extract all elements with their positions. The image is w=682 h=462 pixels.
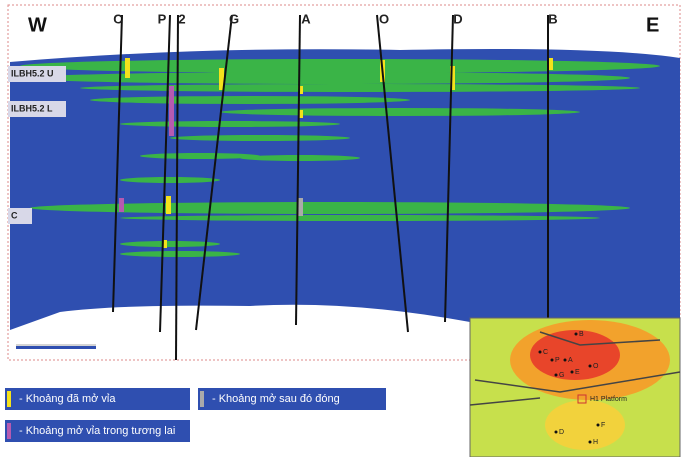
section-body [10, 49, 680, 342]
map-well-label: G [559, 372, 564, 379]
legend-swatch [7, 391, 11, 407]
well-label: A [301, 11, 311, 26]
map-well [575, 333, 578, 336]
legend-swatch [7, 423, 11, 439]
map-well [589, 365, 592, 368]
west-label: W [28, 14, 47, 36]
well-label: G [229, 11, 239, 26]
map-well [551, 359, 554, 362]
map-well [589, 441, 592, 444]
legend-swatch [200, 391, 204, 407]
map-well-label: C [543, 349, 548, 356]
east-label: E [646, 14, 659, 36]
inset-map: H1 Platform [470, 318, 680, 457]
well-label: 2 [178, 11, 185, 26]
well-label: O [379, 11, 389, 26]
map-well [539, 351, 542, 354]
map-well-label: H [593, 439, 598, 446]
layer-label: ILBH5.2 L [11, 103, 53, 113]
legend-label: - Khoảng đã mở vỉa [19, 393, 116, 405]
map-well [571, 371, 574, 374]
well-label: P [158, 11, 167, 26]
legend-label: - Khoảng mở vỉa trong tương lai [19, 425, 175, 437]
map-well [555, 431, 558, 434]
map-well-label: A [568, 357, 573, 364]
layer-label: C [11, 210, 18, 220]
map-well [555, 374, 558, 377]
page: W E CP2GAODB ILBH5.2 UILBH5.2 LC - Khoản… [0, 0, 682, 457]
map-well-label: E [575, 369, 580, 376]
map-well [564, 359, 567, 362]
well-label: C [113, 11, 123, 26]
map-well [597, 424, 600, 427]
map-well-label: D [559, 429, 564, 436]
map-well-label: B [579, 331, 584, 338]
map-well-label: P [555, 357, 560, 364]
well-label: D [453, 11, 462, 26]
layer-label: ILBH5.2 U [11, 68, 54, 78]
platform-label: H1 Platform [590, 396, 627, 403]
map-well-label: O [593, 363, 599, 370]
well-label: B [548, 11, 557, 26]
legend-label: - Khoảng mở sau đó đóng [212, 393, 340, 405]
map-well-label: F [601, 422, 605, 429]
